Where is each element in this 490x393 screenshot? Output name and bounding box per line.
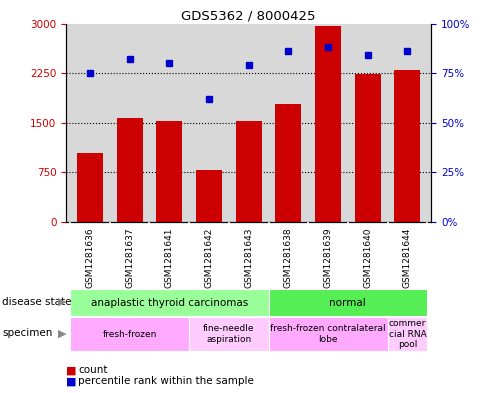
Bar xyxy=(394,70,420,222)
Text: specimen: specimen xyxy=(2,328,53,338)
Bar xyxy=(70,289,269,316)
Text: GSM1281643: GSM1281643 xyxy=(244,228,253,288)
Bar xyxy=(156,121,182,222)
Text: count: count xyxy=(78,365,108,375)
Bar xyxy=(315,26,341,222)
Text: fine-needle
aspiration: fine-needle aspiration xyxy=(203,324,255,344)
Bar xyxy=(196,171,222,222)
Text: GSM1281642: GSM1281642 xyxy=(204,228,214,288)
Text: ■: ■ xyxy=(66,376,76,386)
Bar xyxy=(269,289,427,316)
Bar xyxy=(70,317,189,351)
Text: ▶: ▶ xyxy=(58,297,66,307)
Bar xyxy=(77,152,103,222)
Text: commer
cial RNA
pool: commer cial RNA pool xyxy=(389,319,426,349)
Bar xyxy=(269,317,388,351)
Text: GSM1281641: GSM1281641 xyxy=(165,228,174,288)
Bar xyxy=(355,74,381,222)
Text: disease state: disease state xyxy=(2,297,72,307)
Text: GSM1281639: GSM1281639 xyxy=(323,228,333,288)
Bar xyxy=(117,118,143,222)
Text: GSM1281638: GSM1281638 xyxy=(284,228,293,288)
Text: GSM1281640: GSM1281640 xyxy=(363,228,372,288)
Text: fresh-frozen contralateral
lobe: fresh-frozen contralateral lobe xyxy=(270,324,386,344)
Text: ■: ■ xyxy=(66,365,76,375)
Text: GSM1281644: GSM1281644 xyxy=(403,228,412,288)
Bar xyxy=(388,317,427,351)
Title: GDS5362 / 8000425: GDS5362 / 8000425 xyxy=(181,9,316,22)
Bar xyxy=(189,317,269,351)
Text: normal: normal xyxy=(329,298,366,308)
Bar xyxy=(275,104,301,222)
Bar xyxy=(236,121,262,222)
Text: ▶: ▶ xyxy=(58,328,66,338)
Text: fresh-frozen: fresh-frozen xyxy=(102,330,157,338)
Text: percentile rank within the sample: percentile rank within the sample xyxy=(78,376,254,386)
Text: GSM1281636: GSM1281636 xyxy=(85,228,95,288)
Text: GSM1281637: GSM1281637 xyxy=(125,228,134,288)
Text: anaplastic thyroid carcinomas: anaplastic thyroid carcinomas xyxy=(91,298,248,308)
